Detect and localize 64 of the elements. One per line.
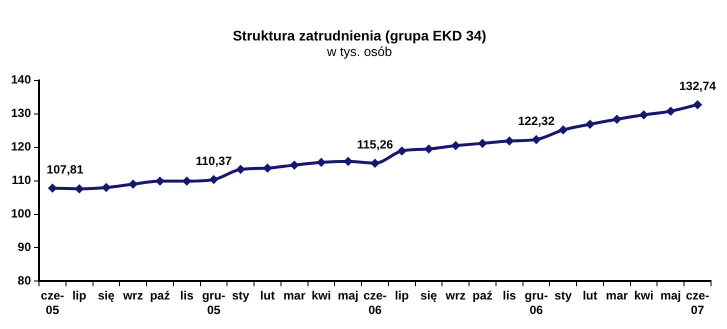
- point: [640, 110, 648, 119]
- point: [478, 139, 487, 148]
- y-tick-label: 120: [10, 140, 32, 154]
- x-tick-label: sty: [232, 288, 250, 303]
- x-tick-label: lut: [260, 288, 275, 303]
- y-tick-label: 90: [18, 240, 32, 254]
- x-tick-label: cze- 07: [686, 288, 710, 318]
- x-tick-label: mar: [606, 288, 628, 303]
- point: [182, 177, 191, 186]
- x-tick-label: cze- 06: [363, 288, 387, 318]
- x-tick-label: maj: [660, 288, 682, 303]
- x-tick-label: gru- 06: [524, 288, 548, 318]
- point: [398, 147, 406, 156]
- point: [129, 180, 138, 188]
- x-tick-label: paź: [150, 288, 170, 303]
- data-label: 115,26: [356, 138, 394, 152]
- point: [694, 100, 702, 109]
- point: [424, 145, 433, 154]
- x-tick-label: lis: [180, 288, 194, 303]
- point: [371, 159, 380, 168]
- x-tick-label: lut: [582, 288, 598, 303]
- y-tick-label: 140: [10, 72, 32, 87]
- x-tick-label: sty: [554, 288, 572, 303]
- x-tick-label: się: [98, 288, 115, 303]
- x-tick-label: wrz: [122, 288, 144, 303]
- x-tick-label: lip: [72, 288, 86, 303]
- x-tick-label: paź: [472, 288, 493, 303]
- y-tick-label: 130: [10, 106, 32, 120]
- point: [666, 107, 675, 116]
- point: [317, 158, 326, 166]
- x-tick-label: kwi: [312, 288, 331, 303]
- point: [532, 136, 540, 144]
- point: [612, 115, 621, 124]
- data-label: 122,32: [518, 114, 555, 128]
- point: [102, 183, 110, 192]
- x-tick-label: kwi: [634, 288, 654, 303]
- point: [290, 161, 298, 170]
- x-tick-label: gru- 05: [202, 288, 226, 318]
- y-tick-label: 80: [18, 274, 32, 288]
- chart-subtitle: w tys. osób: [326, 44, 392, 60]
- point: [236, 165, 245, 174]
- chart-title: Struktura zatrudnienia (grupa EKD 34): [232, 27, 486, 44]
- point: [210, 176, 218, 184]
- data-label: 110,37: [196, 154, 232, 168]
- x-tick-label: lip: [394, 288, 409, 303]
- x-tick-label: mar: [283, 288, 306, 303]
- x-tick-label: się: [420, 288, 438, 303]
- point: [559, 126, 568, 134]
- point: [586, 120, 594, 128]
- point: [505, 136, 514, 145]
- x-tick-label: cze- 05: [40, 288, 64, 318]
- x-tick-label: lis: [502, 288, 516, 303]
- point: [156, 177, 164, 186]
- data-label: 107,81: [46, 162, 84, 176]
- y-tick-label: 110: [12, 173, 32, 188]
- x-tick-label: wrz: [444, 288, 466, 303]
- point: [263, 164, 272, 172]
- point: [344, 157, 352, 166]
- point: [452, 142, 460, 150]
- point: [75, 184, 84, 193]
- x-tick-label: maj: [338, 288, 358, 303]
- point: [48, 184, 56, 192]
- data-label: 132,74: [679, 79, 716, 94]
- y-tick-label: 100: [10, 206, 32, 221]
